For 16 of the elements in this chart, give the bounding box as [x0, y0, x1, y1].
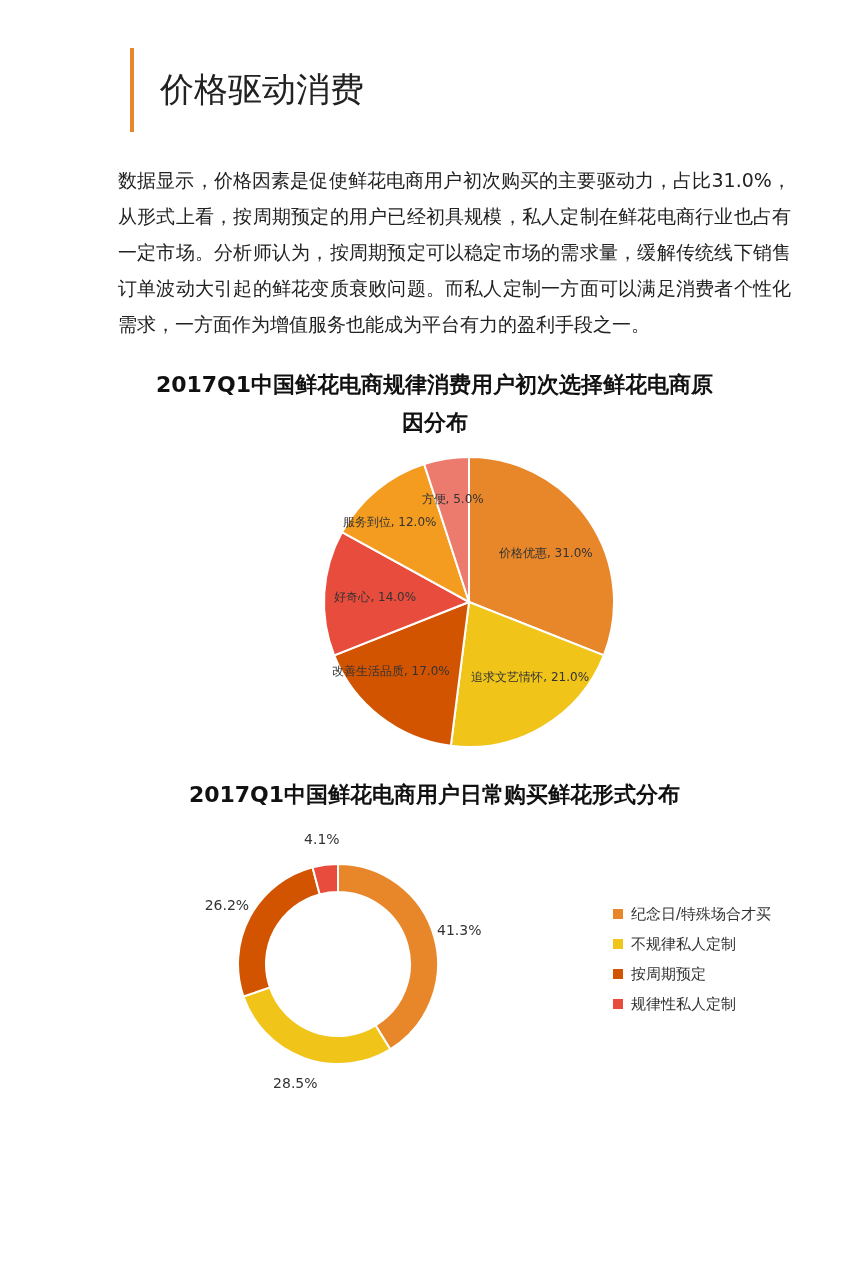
legend-label: 规律性私人定制	[630, 994, 736, 1015]
text: 价格驱动消费	[160, 68, 364, 111]
text: 数据显示，价格因素是促使鲜花电商用户初次购买的主要驱动力，占比31.0%，从形式上看，按周期预定的用户已经初具规模，私人定制在鲜花电商行业也占有一定市场。分析师认为，按周期预定可以稳定市场的需求量，缓解传统线下销售订单波动大引起的鲜花变质衰败问题。而私人定制一方面可以满足消费者个性化需求，一方面作为增值服务也能成为平台有力的盈利手段之一。	[118, 168, 791, 337]
slice-label: 改善生活品质, 17.0%	[331, 663, 450, 678]
slice-label: 追求文艺情怀, 21.0%	[471, 669, 590, 684]
data-label: 4.1%	[304, 831, 340, 848]
data-label: 26.2%	[204, 896, 250, 913]
legend-label: 纪念日/特殊场合才买	[630, 904, 771, 925]
chart-title: 2017Q1中国鲜花电商规律消费用户初次选择鲜花电商原因分布	[154, 371, 715, 437]
chart-title: 2017Q1中国鲜花电商用户日常购买鲜花形式分布	[187, 781, 682, 809]
data-label: 41.3%	[437, 921, 482, 938]
slice-label: 好奇心, 14.0%	[334, 589, 417, 604]
legend-label: 按周期预定	[630, 964, 706, 985]
legend-label: 不规律私人定制	[630, 934, 736, 955]
data-label: 28.5%	[273, 1074, 318, 1091]
slice-label: 价格优惠, 31.0%	[497, 546, 593, 561]
